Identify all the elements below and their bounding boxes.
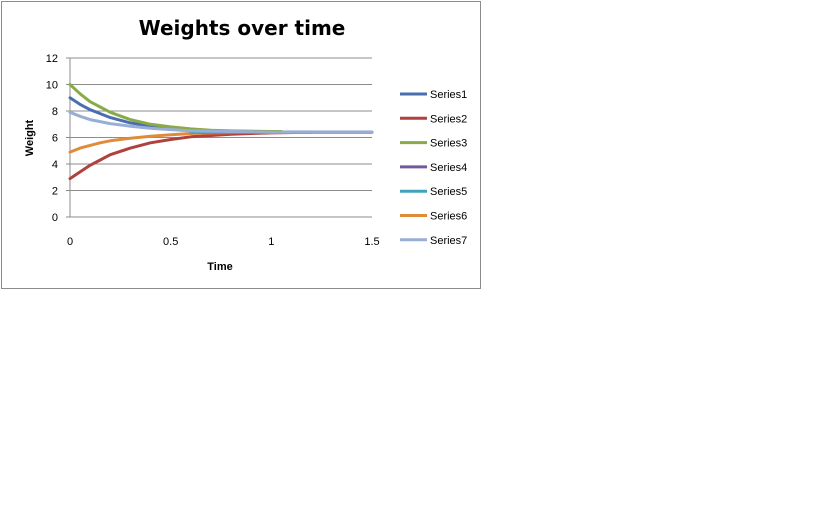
legend-label: Series2 <box>430 113 467 125</box>
series-line-3 <box>68 83 283 133</box>
legend-label: Series1 <box>430 89 467 101</box>
series-line-7 <box>68 110 374 134</box>
legend-label: Series4 <box>430 162 467 174</box>
series-lines <box>68 83 374 181</box>
x-tick-label: 0.5 <box>163 236 178 248</box>
y-tick-label: 4 <box>52 159 58 171</box>
series-line-2 <box>68 130 314 181</box>
chart-title: Weights over time <box>139 16 346 40</box>
legend-label: Series3 <box>430 138 467 150</box>
x-axis-title: Time <box>207 261 232 273</box>
y-axis-title: Weight <box>24 119 36 156</box>
x-tick-label: 1 <box>268 236 274 248</box>
legend-label: Series5 <box>430 186 467 198</box>
legend: Series1 Series2 Series3 Series4 Series5 Serie… <box>400 89 467 247</box>
y-tick-label: 8 <box>52 106 58 118</box>
y-tick-label: 10 <box>46 80 58 92</box>
y-tick-label: 12 <box>46 53 58 65</box>
line-chart: Weights over time 0 2 4 6 8 10 12 0 0.5 1 1.5 Tim… <box>24 16 467 273</box>
x-tick-label: 0 <box>67 236 73 248</box>
chart-container: Weights over time 0 2 4 6 8 10 12 0 0.5 1 1.5 Tim… <box>1 1 481 289</box>
legend-label: Series7 <box>430 235 467 247</box>
gridlines <box>70 57 372 191</box>
y-tick-labels: 0 2 4 6 8 10 12 <box>46 53 70 224</box>
y-tick-label: 6 <box>52 133 58 145</box>
y-tick-label: 0 <box>52 212 58 224</box>
x-tick-label: 1.5 <box>364 236 379 248</box>
legend-label: Series6 <box>430 211 467 223</box>
y-tick-label: 2 <box>52 186 58 198</box>
x-tick-labels: 0 0.5 1 1.5 <box>67 236 380 248</box>
